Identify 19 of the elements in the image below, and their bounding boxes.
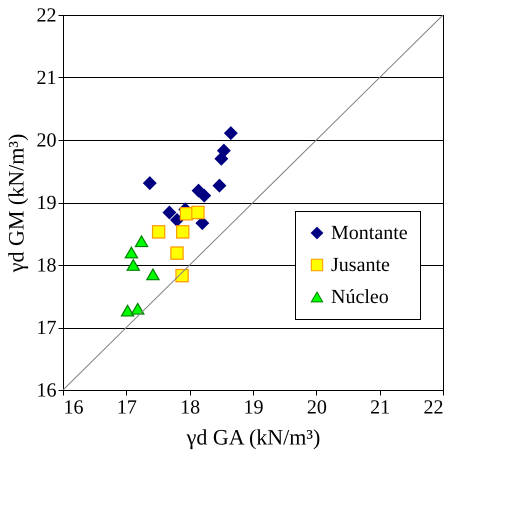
x-tick-label: 17 bbox=[116, 396, 137, 418]
x-tick-label: 16 bbox=[64, 396, 84, 418]
legend-label: Montante bbox=[331, 222, 408, 244]
y-tick-label: 17 bbox=[36, 317, 56, 339]
x-tick-label: 19 bbox=[244, 396, 264, 418]
legend-label: Jusante bbox=[331, 254, 390, 276]
x-axis-title: γd GA (kN/m³) bbox=[186, 424, 320, 450]
x-tick-label: 18 bbox=[180, 396, 200, 418]
x-tick-label: 22 bbox=[424, 396, 444, 418]
y-tick-label: 16 bbox=[36, 380, 56, 402]
legend-label: Núcleo bbox=[331, 286, 389, 308]
y-tick-label: 19 bbox=[36, 192, 56, 214]
y-tick-label: 18 bbox=[36, 254, 56, 276]
y-tick-label: 22 bbox=[36, 4, 56, 26]
y-axis-title: γd GM (kN/m³) bbox=[4, 134, 28, 274]
x-tick-label: 21 bbox=[370, 396, 390, 418]
x-tick-label: 20 bbox=[306, 396, 327, 418]
y-tick-label: 20 bbox=[36, 130, 56, 152]
y-tick-label: 21 bbox=[36, 67, 56, 89]
